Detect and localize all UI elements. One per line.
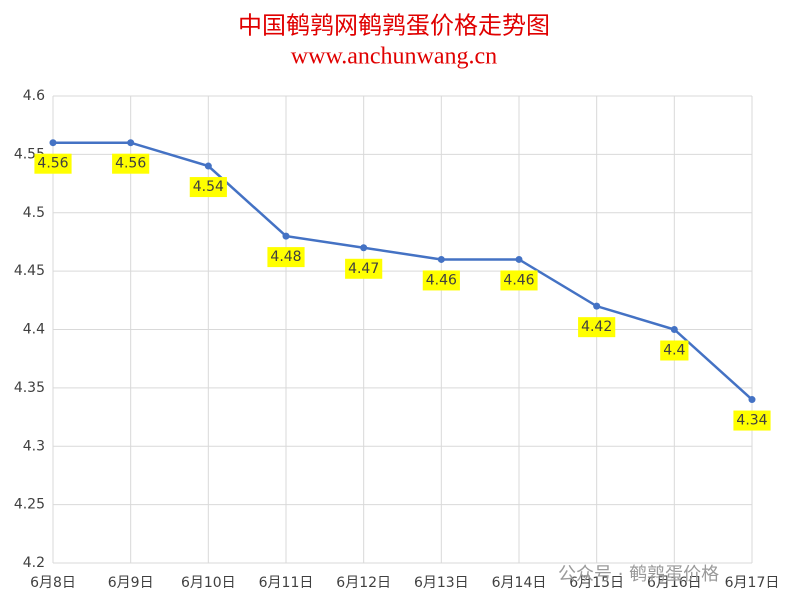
data-label-bg [267, 247, 305, 268]
data-label: 4.42 [581, 319, 612, 335]
y-tick-label: 4.3 [23, 438, 45, 454]
y-tick-label: 4.2 [23, 555, 45, 571]
data-label: 4.46 [426, 272, 457, 288]
x-tick-label: 6月10日 [181, 575, 236, 591]
point [127, 139, 135, 147]
data-label-bg [189, 177, 227, 198]
x-tick-label: 6月16日 [647, 575, 702, 591]
data-label-bg [345, 258, 383, 279]
watermark: 公众号 · 鹌鹑蛋价格 [558, 564, 719, 585]
data-label-bg [733, 410, 771, 431]
x-tick-label: 6月9日 [108, 575, 154, 591]
data-label: 4.46 [503, 272, 534, 288]
data-label: 4.56 [37, 156, 68, 172]
y-tick-label: 4.6 [23, 88, 45, 104]
y-tick-label: 4.4 [23, 322, 45, 338]
y-tick-label: 4.35 [14, 380, 45, 396]
data-label: 4.4 [663, 343, 685, 359]
y-tick-label: 4.45 [14, 263, 45, 279]
point [670, 326, 678, 333]
line [53, 141, 753, 401]
point [282, 232, 290, 240]
point [748, 396, 756, 404]
point [49, 139, 57, 147]
data-label: 4.54 [193, 179, 224, 195]
y-tick-label: 4.25 [14, 497, 45, 513]
chart-subtitle: www.anchunwang.cn [291, 44, 497, 70]
point [593, 302, 601, 310]
data-label-bg [578, 317, 616, 338]
data-label-bg [660, 340, 689, 361]
chart-title: 中国鹌鹑网鹌鹑蛋价格走势图 [238, 12, 550, 40]
y-tick-label: 4.5 [23, 205, 45, 221]
data-label: 4.56 [115, 156, 146, 172]
data-label: 4.34 [736, 413, 767, 429]
data-label-bg [500, 270, 538, 291]
point [204, 162, 212, 170]
point [437, 255, 445, 263]
data-label: 4.47 [348, 261, 379, 277]
x-tick-label: 6月13日 [414, 575, 469, 591]
point [515, 255, 523, 263]
x-tick-label: 6月12日 [336, 575, 391, 591]
x-tick-label: 6月14日 [492, 575, 547, 591]
point [360, 244, 368, 252]
data-label: 4.48 [270, 249, 301, 265]
x-tick-label: 6月8日 [30, 575, 76, 591]
x-tick-label: 6月17日 [725, 575, 780, 591]
x-tick-label: 6月15日 [569, 575, 624, 591]
data-label-bg [112, 153, 150, 174]
data-label-bg [34, 153, 72, 174]
x-tick-label: 6月11日 [259, 575, 314, 591]
data-label-bg [422, 270, 460, 291]
